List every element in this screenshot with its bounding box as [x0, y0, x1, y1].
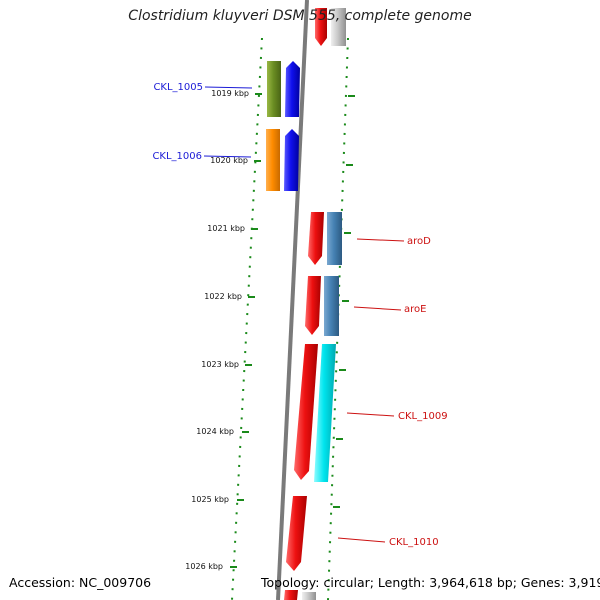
gene-top-red[interactable] — [315, 8, 327, 46]
scale-labels: 1019 kbp 1020 kbp 1021 kbp 1022 kbp 1023… — [185, 89, 249, 571]
accession-text: Accession: NC_009706 — [9, 575, 152, 590]
gene-label-arod[interactable]: aroD — [407, 236, 431, 247]
gene-aroe-steelblue[interactable] — [324, 276, 339, 336]
genome-backbone — [276, 0, 309, 600]
genome-stats-text: Topology: circular; Length: 3,964,618 bp… — [261, 575, 600, 590]
gene-bottom-grey[interactable] — [302, 592, 316, 600]
scale-dotted-line — [231, 37, 263, 600]
gene-green[interactable] — [267, 61, 281, 117]
scale-label-1023: 1023 kbp — [201, 360, 239, 369]
gene-ckl1009-red[interactable] — [294, 344, 318, 480]
gene-label-ckl1005[interactable]: CKL_1005 — [153, 82, 203, 93]
scale-label-1020: 1020 kbp — [210, 156, 248, 165]
leader-ckl1010 — [337, 537, 386, 543]
gene-label-ckl1010[interactable]: CKL_1010 — [389, 537, 439, 548]
leader-ckl1005 — [204, 86, 253, 89]
gene-label-aroe[interactable]: aroE — [404, 304, 426, 315]
gene-label-ckl1006[interactable]: CKL_1006 — [152, 151, 202, 162]
scale-label-1021: 1021 kbp — [207, 224, 245, 233]
scale-label-1022: 1022 kbp — [204, 292, 242, 301]
gene-bottom-red[interactable] — [284, 590, 298, 600]
gene-ckl1006-blue[interactable] — [284, 129, 299, 191]
gene-label-ckl1009[interactable]: CKL_1009 — [398, 411, 448, 422]
leader-ckl1009 — [346, 412, 395, 417]
leader-arod — [356, 238, 405, 242]
scale-label-1019: 1019 kbp — [211, 89, 249, 98]
scale-ticks — [230, 93, 355, 568]
gene-ckl1009-cyan[interactable] — [314, 344, 336, 482]
gene-aroe-red[interactable] — [305, 276, 321, 335]
gene-top-grey[interactable] — [331, 8, 346, 46]
scale-label-1026: 1026 kbp — [185, 562, 223, 571]
gene-ckl1005-blue[interactable] — [285, 61, 300, 117]
leader-aroe — [353, 306, 402, 311]
genome-title: Clostridium kluyveri DSM 555, complete g… — [128, 8, 472, 24]
leader-ckl1006 — [203, 155, 252, 158]
gene-arod-red[interactable] — [308, 212, 324, 265]
scale-label-1024: 1024 kbp — [196, 427, 234, 436]
gene-ckl1010-red[interactable] — [286, 496, 307, 571]
gene-orange[interactable] — [266, 129, 280, 191]
scale-label-1025: 1025 kbp — [191, 495, 229, 504]
gene-arod-steelblue[interactable] — [327, 212, 342, 265]
